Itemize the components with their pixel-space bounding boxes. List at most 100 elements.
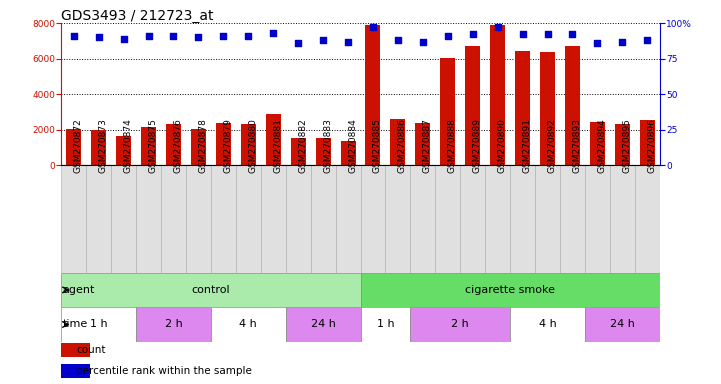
Text: percentile rank within the sample: percentile rank within the sample <box>76 366 252 376</box>
Text: GSM270878: GSM270878 <box>198 118 208 173</box>
Text: GDS3493 / 212723_at: GDS3493 / 212723_at <box>61 9 214 23</box>
Text: GSM270879: GSM270879 <box>224 118 232 173</box>
Text: 2 h: 2 h <box>164 319 182 329</box>
Bar <box>141 127 156 165</box>
Bar <box>291 139 306 165</box>
Text: GSM270876: GSM270876 <box>174 118 182 173</box>
Text: cigarette smoke: cigarette smoke <box>465 285 555 295</box>
Point <box>342 38 354 45</box>
Bar <box>316 137 330 165</box>
Bar <box>490 25 505 165</box>
Bar <box>410 165 435 273</box>
Bar <box>386 165 410 273</box>
Bar <box>535 165 560 273</box>
Point <box>492 24 503 30</box>
Bar <box>391 119 405 165</box>
Bar <box>360 273 660 307</box>
Text: GSM270885: GSM270885 <box>373 118 382 173</box>
Text: GSM270889: GSM270889 <box>473 118 482 173</box>
Bar <box>61 307 136 342</box>
Bar <box>61 343 90 357</box>
Text: GSM270875: GSM270875 <box>149 118 158 173</box>
Bar <box>510 307 585 342</box>
Point <box>392 37 404 43</box>
Bar <box>87 165 111 273</box>
Bar <box>360 307 410 342</box>
Text: 24 h: 24 h <box>311 319 335 329</box>
Text: GSM270887: GSM270887 <box>423 118 432 173</box>
Bar <box>441 58 455 165</box>
Text: GSM270880: GSM270880 <box>248 118 257 173</box>
Point <box>293 40 304 46</box>
Text: GSM270895: GSM270895 <box>622 118 632 173</box>
Point <box>242 33 254 39</box>
Text: GSM270884: GSM270884 <box>348 118 357 173</box>
Text: time: time <box>63 319 88 329</box>
Bar <box>266 114 280 165</box>
Text: GSM270883: GSM270883 <box>323 118 332 173</box>
Bar <box>460 165 485 273</box>
Bar <box>211 307 286 342</box>
Point <box>218 33 229 39</box>
Point <box>417 38 428 45</box>
Bar <box>585 307 660 342</box>
Text: GSM270874: GSM270874 <box>123 118 133 173</box>
Point <box>143 33 154 39</box>
Bar <box>61 364 90 378</box>
Text: control: control <box>192 285 230 295</box>
Bar <box>565 46 580 165</box>
Bar <box>286 165 311 273</box>
Point <box>541 31 553 38</box>
Bar <box>211 165 236 273</box>
Bar <box>136 307 211 342</box>
Bar <box>515 51 530 165</box>
Text: 1 h: 1 h <box>376 319 394 329</box>
Point <box>267 30 279 36</box>
Bar <box>186 165 211 273</box>
Bar <box>540 52 555 165</box>
Text: GSM270891: GSM270891 <box>523 118 531 173</box>
Text: GSM270888: GSM270888 <box>448 118 457 173</box>
Text: 4 h: 4 h <box>239 319 257 329</box>
Point <box>367 24 379 30</box>
Point <box>118 36 129 42</box>
Point <box>517 31 528 38</box>
Bar <box>61 165 87 273</box>
Bar <box>485 165 510 273</box>
Point <box>567 31 578 38</box>
Point <box>467 31 479 38</box>
Bar <box>615 124 630 165</box>
Point <box>93 34 105 40</box>
Bar <box>366 25 381 165</box>
Bar <box>311 165 335 273</box>
Text: GSM270892: GSM270892 <box>547 118 557 173</box>
Bar <box>585 165 610 273</box>
Bar <box>590 122 605 165</box>
Bar <box>640 120 655 165</box>
Text: GSM270893: GSM270893 <box>572 118 581 173</box>
Point <box>616 38 628 45</box>
Point <box>193 34 204 40</box>
Bar <box>634 165 660 273</box>
Text: GSM270881: GSM270881 <box>273 118 282 173</box>
Text: GSM270890: GSM270890 <box>497 118 507 173</box>
Bar <box>66 129 81 165</box>
Bar <box>136 165 161 273</box>
Text: 24 h: 24 h <box>610 319 634 329</box>
Text: count: count <box>76 345 106 355</box>
Bar <box>410 307 510 342</box>
Text: agent: agent <box>63 285 95 295</box>
Text: 2 h: 2 h <box>451 319 469 329</box>
Bar <box>610 165 634 273</box>
Text: GSM270872: GSM270872 <box>74 118 83 173</box>
Bar <box>335 165 360 273</box>
Text: 1 h: 1 h <box>90 319 107 329</box>
Bar <box>236 165 261 273</box>
Bar <box>166 124 181 165</box>
Bar <box>111 165 136 273</box>
Point <box>592 40 603 46</box>
Point <box>317 37 329 43</box>
Bar <box>340 141 355 165</box>
Bar <box>286 307 360 342</box>
Point <box>68 33 79 39</box>
